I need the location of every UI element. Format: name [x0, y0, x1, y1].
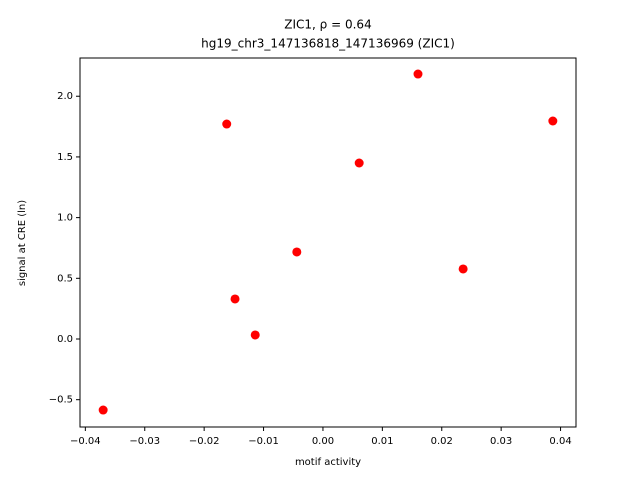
y-axis-label: signal at CRE (ln)	[17, 200, 28, 286]
x-axis-label: motif activity	[295, 457, 361, 468]
x-tick-label: −0.01	[248, 436, 279, 447]
point	[250, 330, 260, 340]
y-tick-label: 0.5	[57, 273, 73, 284]
point	[413, 69, 423, 79]
chart-subtitle: hg19_chr3_147136818_147136969 (ZIC1)	[201, 37, 455, 51]
x-tick-label: 0.02	[431, 436, 453, 447]
y-tick-label: 1.5	[57, 152, 73, 163]
y-tick-label: −0.5	[49, 395, 73, 406]
point	[98, 405, 108, 415]
x-tick-label: 0.01	[371, 436, 393, 447]
x-tick-label: −0.02	[189, 436, 220, 447]
y-tick-label: 0.0	[57, 334, 73, 345]
point	[230, 294, 240, 304]
x-tick-label: −0.03	[129, 436, 160, 447]
x-tick-label: 0.03	[490, 436, 512, 447]
x-tick-label: −0.04	[70, 436, 101, 447]
y-tick-label: 2.0	[57, 91, 73, 102]
y-tick-label: 1.0	[57, 213, 73, 224]
point	[292, 247, 302, 257]
point	[222, 119, 232, 129]
plot-frame	[79, 57, 577, 428]
x-tick-label: 0.04	[549, 436, 571, 447]
point	[354, 158, 364, 168]
point	[458, 264, 468, 274]
chart-title: ZIC1, ρ = 0.64	[284, 18, 371, 32]
point	[548, 116, 558, 126]
x-tick-label: 0.00	[312, 436, 334, 447]
